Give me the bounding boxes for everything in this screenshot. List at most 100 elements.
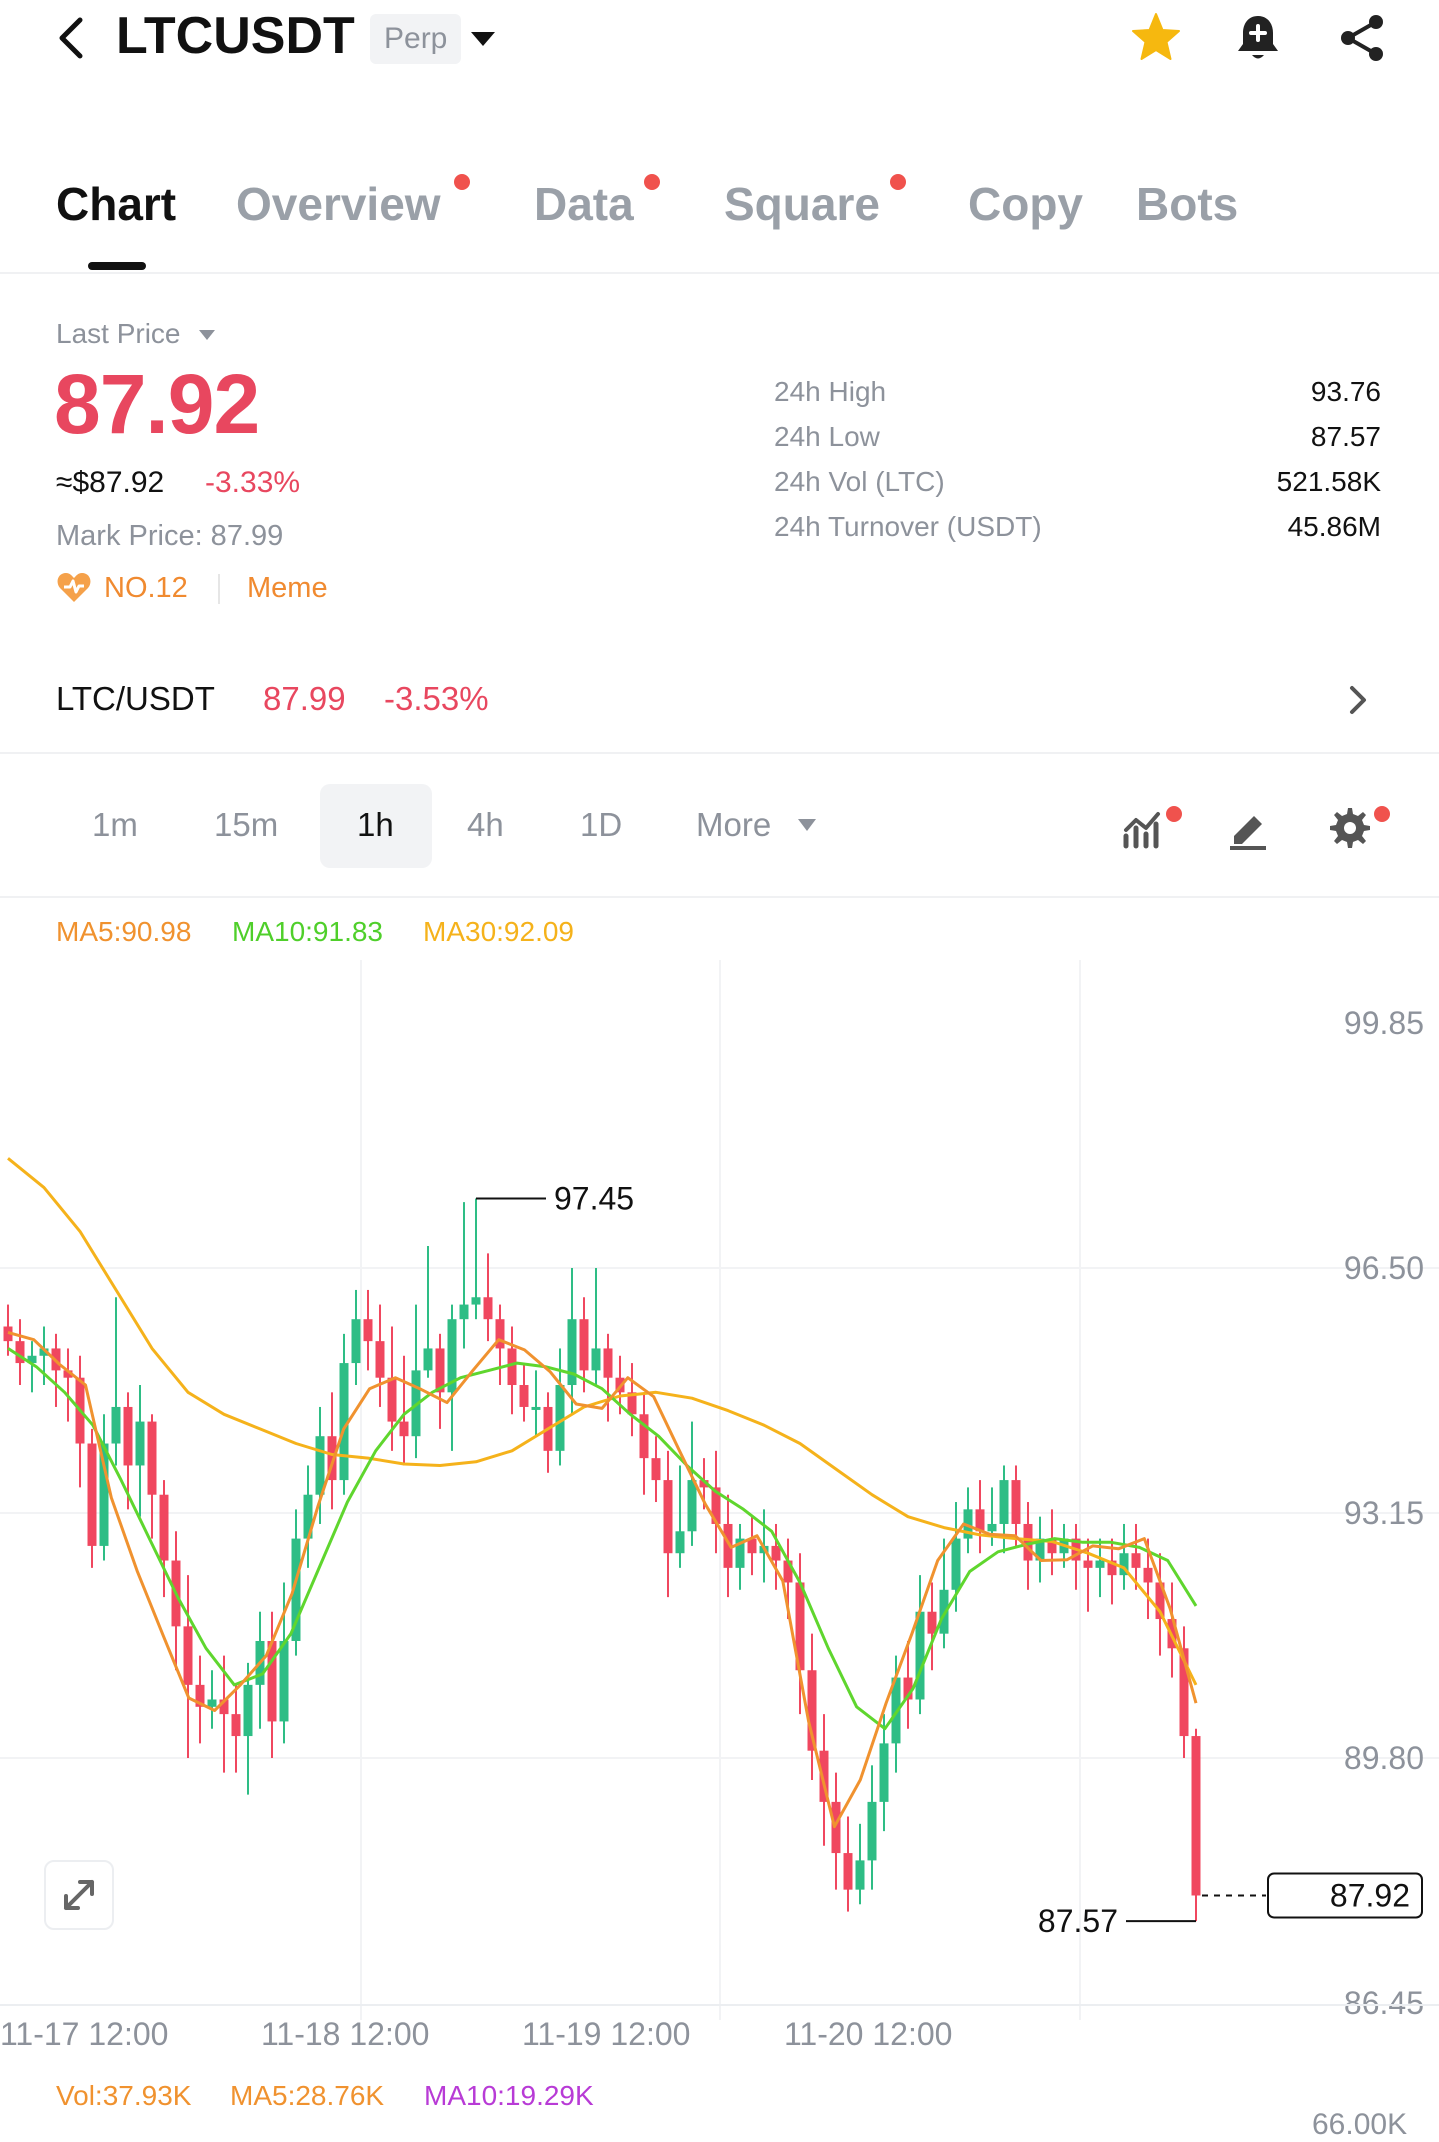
active-tab-indicator [88, 262, 146, 270]
candle-body [879, 1743, 889, 1802]
timeframe-active-bg [320, 784, 432, 868]
candle-body [555, 1385, 565, 1451]
symbol-title[interactable]: LTCUSDT [116, 7, 355, 65]
volume-axis-top-label: 66.00K [1312, 2108, 1408, 2141]
volume-ma5-legend: MA5:28.76K [230, 2080, 385, 2111]
candle-body [723, 1523, 733, 1568]
settings-gear-icon[interactable] [1328, 806, 1372, 850]
settings-notification-dot [1374, 806, 1390, 822]
candle-body [435, 1348, 445, 1393]
candle-body [915, 1611, 925, 1700]
candle-body [279, 1640, 289, 1722]
candle-body [1047, 1538, 1057, 1554]
candle-body [195, 1684, 205, 1707]
spot-pair-price: 87.99 [263, 680, 346, 717]
timeframe-1m[interactable]: 1m [92, 806, 138, 843]
timeframe-15m[interactable]: 15m [214, 806, 279, 843]
tab-bots[interactable]: Bots [1136, 178, 1239, 230]
back-icon[interactable] [50, 10, 98, 66]
bell-plus-icon[interactable] [1230, 10, 1286, 66]
approx-usd-price: ≈$87.92 [56, 466, 165, 499]
candle-body [999, 1480, 1009, 1524]
spot-row-divider [0, 752, 1439, 754]
candle-body [639, 1414, 649, 1459]
price-change-percent: -3.33% [205, 466, 301, 499]
timeframe-1h[interactable]: 1h [357, 806, 394, 843]
tab-copy[interactable]: Copy [968, 178, 1083, 230]
indicators-icon[interactable] [1122, 806, 1166, 850]
candle-body [567, 1319, 577, 1386]
draw-pencil-icon[interactable] [1226, 806, 1270, 850]
ma10-legend: MA10:91.83 [232, 916, 383, 947]
ma10-line [7, 1347, 1198, 1731]
current-price-box [1267, 1872, 1423, 1919]
indicators-notification-dot [1166, 806, 1182, 822]
candle-body [99, 1443, 109, 1546]
candle-body [1095, 1560, 1105, 1568]
category-tag[interactable]: Meme [247, 572, 328, 604]
x-tick-label: 11-20 12:00 [784, 2016, 952, 2052]
candle-body [507, 1348, 517, 1386]
expand-chart-button[interactable] [44, 1860, 114, 1930]
contract-type-badge[interactable]: Perp [370, 14, 462, 64]
candle-body [87, 1443, 97, 1546]
candle-body [663, 1480, 673, 1554]
candle-body [987, 1523, 997, 1532]
candle-body [927, 1611, 937, 1634]
tabs-divider [0, 272, 1439, 274]
candle-body [795, 1582, 805, 1671]
candle-body [267, 1640, 277, 1722]
candle-body [1155, 1582, 1165, 1620]
candle-body [63, 1370, 73, 1378]
candle-body [783, 1560, 793, 1583]
timeframe-1d[interactable]: 1D [580, 806, 623, 843]
x-tick-label: 11-18 12:00 [261, 2016, 429, 2052]
volume-legend: Vol:37.93K [56, 2080, 192, 2111]
more-caret-icon[interactable] [797, 818, 817, 832]
candle-body [231, 1714, 241, 1737]
candle-body [1107, 1560, 1117, 1576]
tab-data[interactable]: Data [534, 178, 634, 230]
candle-body [855, 1860, 865, 1890]
stat-24h-high-label: 24h High [774, 376, 887, 407]
share-icon[interactable] [1334, 10, 1390, 66]
tab-square[interactable]: Square [724, 178, 880, 230]
candle-body [375, 1341, 385, 1378]
price-type-caret-icon[interactable] [198, 328, 216, 340]
current-price-label: 87.92 [1330, 1877, 1410, 1913]
rank-badge[interactable]: NO.12 [104, 572, 188, 604]
candlestick-chart[interactable]: 99.85 96.50 93.15 89.80 86.45 11-17 12:00 11-1… [0, 960, 1439, 2060]
candle-body [399, 1421, 409, 1437]
high-marker-label: 97.45 [554, 1181, 634, 1217]
y-tick-label: 86.45 [1344, 1985, 1424, 2021]
timeframe-4h[interactable]: 4h [467, 806, 504, 843]
spot-pair-change: -3.53% [384, 680, 489, 717]
candle-body [387, 1377, 397, 1422]
candle-body [483, 1297, 493, 1320]
chevron-down-icon[interactable] [468, 26, 498, 52]
tab-overview[interactable]: Overview [236, 178, 441, 230]
candle-body [495, 1319, 505, 1349]
candle-body [1131, 1553, 1141, 1568]
tab-chart[interactable]: Chart [56, 178, 177, 230]
y-tick-label: 89.80 [1344, 1740, 1424, 1776]
candle-body [531, 1406, 541, 1410]
candle-body [1083, 1560, 1093, 1568]
spot-pair-name[interactable]: LTC/USDT [56, 680, 215, 717]
candle-body [951, 1538, 961, 1590]
tab-overview-notification-dot [454, 174, 470, 190]
candle-body [519, 1385, 529, 1407]
timeframe-more[interactable]: More [696, 806, 772, 843]
rank-separator [218, 574, 220, 604]
candle-body [243, 1684, 253, 1737]
toolbar-divider [0, 896, 1439, 898]
star-icon[interactable] [1128, 10, 1184, 66]
candle-body [687, 1480, 697, 1532]
chevron-right-icon[interactable] [1344, 680, 1372, 720]
candle-body [183, 1626, 193, 1685]
last-price-label[interactable]: Last Price [56, 318, 181, 349]
candle-body [447, 1319, 457, 1393]
y-tick-label: 99.85 [1344, 1005, 1424, 1041]
ma5-line [7, 1330, 1198, 1829]
last-price-value: 87.92 [54, 357, 260, 451]
